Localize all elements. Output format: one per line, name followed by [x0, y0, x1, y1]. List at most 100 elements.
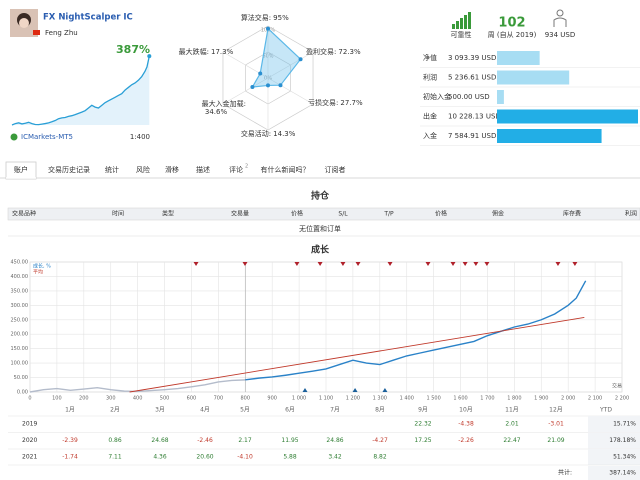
- tab[interactable]: 评论: [229, 165, 243, 174]
- ytd-value: 15.71%: [613, 421, 636, 428]
- month-value: 4.36: [153, 454, 167, 461]
- radar-value: 14.3%: [273, 130, 296, 138]
- chart-title: 成长: [311, 244, 330, 256]
- active-tab-box: [5, 161, 37, 180]
- month-value: 2.17: [238, 437, 252, 444]
- withdrawal-marker: [462, 262, 468, 266]
- balance-bar: [497, 109, 638, 124]
- weeks-value: 102: [498, 16, 525, 31]
- tab[interactable]: 交易历史记录: [48, 165, 90, 174]
- year: 2019: [22, 421, 37, 428]
- weeks-label: 周 (自从 2019): [488, 30, 537, 39]
- author[interactable]: Feng Zhu: [45, 29, 78, 37]
- radar-spoke: [222, 77, 269, 105]
- month-header: 12月: [549, 407, 563, 414]
- x-tick-label: 1 700: [480, 396, 494, 402]
- month-value: 5.88: [283, 454, 297, 461]
- withdrawal-marker: [484, 262, 490, 266]
- radar-label: 亏损交易:: [308, 98, 338, 107]
- column-header: 价格: [291, 210, 303, 218]
- x-tick-label: 2 100: [588, 396, 602, 402]
- x-tick-label: 300: [106, 396, 116, 402]
- radar-point: [250, 84, 255, 89]
- series-line: [245, 280, 587, 381]
- balance-value: 5 236.61 USD: [448, 74, 496, 82]
- month-value: 2.01: [505, 421, 519, 428]
- reliability-icon: [452, 12, 471, 29]
- radar-value: 95%: [273, 14, 289, 22]
- withdrawal-marker: [572, 262, 578, 266]
- growth-chart: 0.00 50.00 100.00 150.00 200.00 250.00 300.00 3…: [11, 260, 630, 402]
- x-tick-label: 1 900: [534, 396, 548, 402]
- month-value: 20.60: [196, 454, 213, 461]
- month-header: 5月: [240, 407, 250, 414]
- column-header: 类型: [162, 210, 174, 218]
- mini-area: [12, 56, 150, 125]
- radar-label: 最大入金加载:: [202, 99, 246, 108]
- legend-entry: 平均: [33, 269, 43, 276]
- x-tick-label: 1 500: [426, 396, 440, 402]
- ytd-value: 51.34%: [613, 454, 636, 461]
- column-header: 交易量: [231, 210, 249, 218]
- x-tick-label: 1 600: [453, 396, 467, 402]
- total-bg: [588, 466, 640, 480]
- month-value: 0.86: [108, 437, 122, 444]
- x-tick-label: 500: [160, 396, 170, 402]
- positions-empty: 无位置和订单: [299, 224, 341, 233]
- broker[interactable]: ICMarkets-MT5: [21, 133, 73, 141]
- month-header: 10月: [459, 407, 473, 414]
- balance-label: 入金: [423, 131, 437, 140]
- tab[interactable]: 账户: [14, 165, 28, 174]
- year: 2021: [22, 454, 37, 461]
- y-tick-label: 250.00: [11, 317, 29, 323]
- balance-bar: [497, 129, 602, 143]
- radar-value: 27.7%: [340, 99, 363, 107]
- y-tick-label: 200.00: [11, 332, 29, 338]
- radar-area: [251, 27, 302, 88]
- radar-label: 算法交易:: [241, 13, 271, 22]
- month-value: 22.47: [503, 437, 520, 444]
- ytd-value: 178.18%: [609, 437, 636, 444]
- x-tick-label: 700: [214, 396, 224, 402]
- tab[interactable]: 有什么新闻吗？: [261, 165, 310, 174]
- radar-label: 交易活动:: [241, 129, 271, 138]
- ytd-bg: [588, 416, 640, 432]
- radar-point: [266, 26, 270, 31]
- month-header: 8月: [375, 407, 385, 414]
- x-tick-label: 0: [28, 396, 31, 402]
- tab[interactable]: 统计: [105, 165, 119, 174]
- withdrawal-marker: [387, 262, 393, 266]
- tab[interactable]: 订阅者: [325, 165, 346, 174]
- total-label: 共计:: [558, 469, 572, 477]
- tab[interactable]: 滑移: [165, 165, 179, 174]
- withdrawal-marker: [555, 262, 561, 266]
- ytd-header: YTD: [599, 407, 612, 414]
- x-tick-label: 400: [133, 396, 143, 402]
- month-value: -4.27: [372, 437, 388, 444]
- withdrawal-marker: [294, 262, 300, 266]
- withdrawal-marker: [473, 262, 479, 266]
- x-tick-label: 1 200: [346, 396, 360, 402]
- flag: [33, 30, 40, 35]
- column-header: 利润: [625, 210, 637, 218]
- legend-entry: 成长, %: [33, 263, 51, 270]
- month-value: -2.26: [458, 437, 474, 444]
- balance-label: 利润: [423, 73, 437, 82]
- column-header: S/L: [338, 211, 348, 218]
- subscribers-icon: [553, 9, 567, 27]
- month-value: 7.11: [108, 454, 122, 461]
- radar-spoke: [267, 51, 314, 79]
- positions-header-bg: [7, 207, 640, 221]
- month-header: 7月: [330, 407, 340, 414]
- tab[interactable]: 风险: [136, 165, 150, 174]
- signal-name[interactable]: FX NightScalper IC: [43, 13, 133, 23]
- x-tick-label: 1 400: [400, 396, 414, 402]
- month-value: 3.42: [328, 454, 342, 461]
- radar-value: 34.6%: [205, 108, 228, 116]
- tab[interactable]: 描述: [196, 165, 210, 174]
- x-tick-label: 1 000: [292, 396, 306, 402]
- deposit-marker: [352, 388, 358, 392]
- radar-label: 最大跌幅:: [179, 47, 209, 56]
- ytd-bg: [588, 449, 640, 465]
- year: 2020: [22, 437, 37, 444]
